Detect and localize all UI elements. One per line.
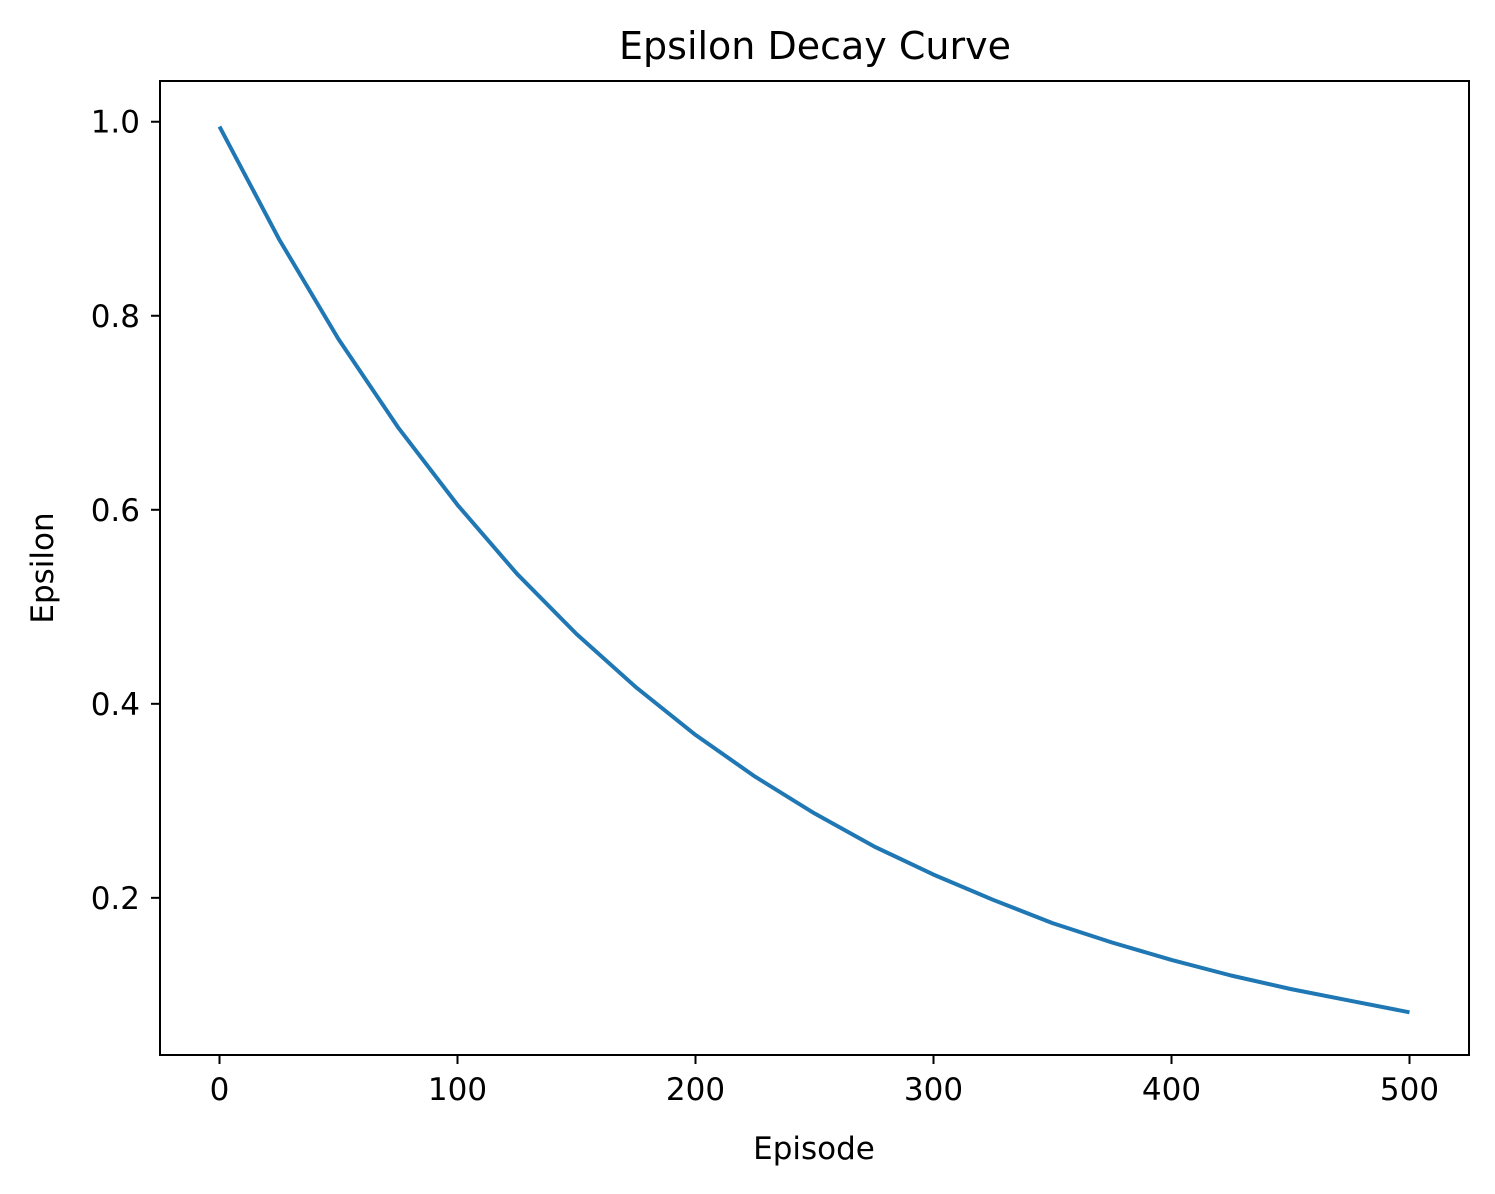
axes-frame	[159, 80, 1470, 1056]
chart-title: Epsilon Decay Curve	[619, 24, 1011, 68]
y-tick-label: 0.2	[91, 881, 140, 917]
x-tick-label: 300	[904, 1072, 963, 1108]
y-axis-ticks: 0.2 0.4 0.6 0.8 1.0	[91, 105, 160, 917]
plot-area	[159, 80, 1470, 1056]
series-line	[217, 125, 1410, 1015]
x-tick-label: 500	[1380, 1072, 1439, 1108]
y-tick-label: 0.6	[91, 493, 140, 529]
y-tick-label: 1.0	[91, 105, 140, 141]
x-tick-label: 100	[428, 1072, 487, 1108]
series-layer	[217, 125, 1410, 1015]
x-tick-label: 400	[1142, 1072, 1201, 1108]
y-axis-label: Epsilon	[25, 512, 61, 623]
x-tick-label: 200	[666, 1072, 725, 1108]
y-tick-label: 0.8	[91, 299, 140, 335]
x-axis-ticks: 0 100 200 300 400 500	[210, 1055, 1439, 1108]
x-tick-label: 0	[210, 1072, 230, 1108]
y-tick-label: 0.4	[91, 687, 140, 723]
x-axis-label: Episode	[753, 1131, 875, 1167]
